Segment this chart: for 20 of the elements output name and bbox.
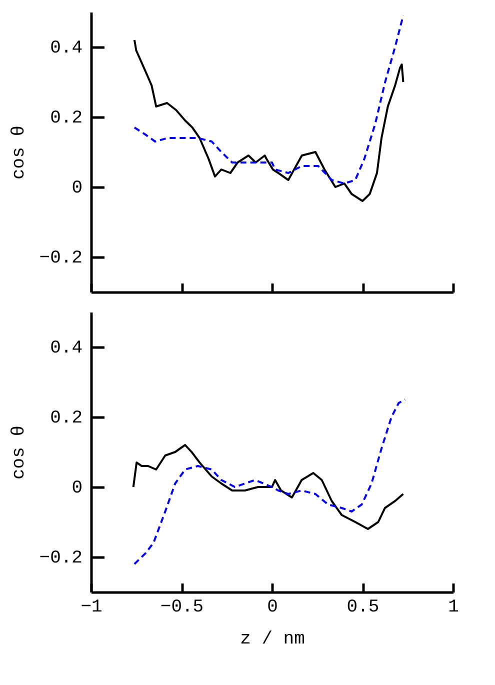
y-axis-title: cos θ <box>9 425 30 480</box>
y-tick-label: 0.2 <box>50 408 82 428</box>
y-tick-label: −0.2 <box>39 248 82 268</box>
x-tick-label: −0.5 <box>160 598 204 618</box>
line-series <box>133 39 404 202</box>
line-series <box>133 14 404 184</box>
y-tick-label: 0 <box>72 478 82 498</box>
x-axis-title: z / nm <box>240 630 305 650</box>
x-tick-label: 0.5 <box>346 598 380 618</box>
y-tick-label: 0.4 <box>50 38 82 58</box>
y-axis-title: cos θ <box>9 125 30 180</box>
y-tick-label: −0.2 <box>39 548 82 568</box>
y-tick-label: 0.2 <box>50 108 82 128</box>
x-tick-label: 1 <box>448 598 459 618</box>
y-tick-label: 0.4 <box>50 338 82 358</box>
y-tick-label: 0 <box>72 178 82 198</box>
line-series <box>132 444 404 530</box>
line-series <box>133 398 406 565</box>
x-tick-label: −1 <box>80 598 102 618</box>
x-tick-label: 0 <box>267 598 278 618</box>
